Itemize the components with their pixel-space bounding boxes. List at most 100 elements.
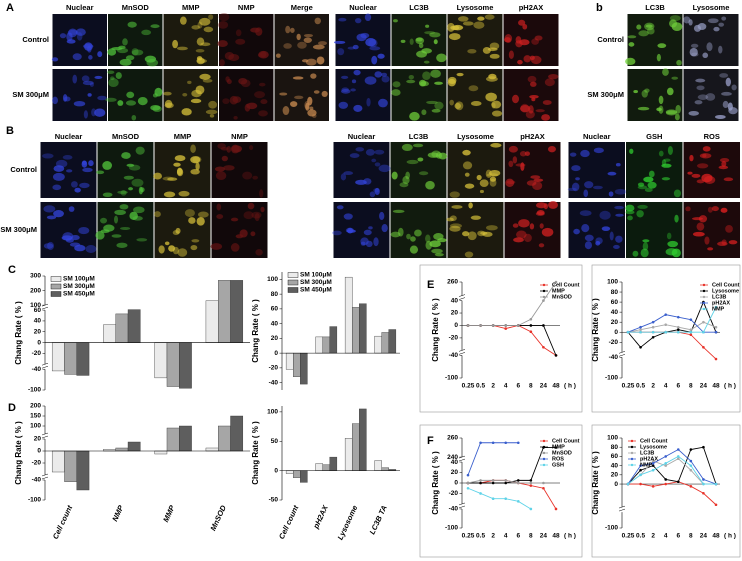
cell	[401, 143, 413, 152]
micrograph-tint	[626, 142, 683, 198]
cell	[397, 227, 404, 237]
x-tick-label: pH2AX	[311, 503, 330, 531]
y-tick-label: 100	[30, 302, 41, 309]
series-marker	[491, 481, 495, 485]
bar	[76, 450, 90, 491]
legend-label: Cell Count	[552, 438, 580, 444]
cell	[46, 215, 57, 220]
cell	[84, 42, 93, 51]
cell	[351, 79, 357, 84]
cell	[508, 160, 514, 168]
series-marker	[504, 324, 508, 327]
cell	[117, 190, 128, 195]
cell	[310, 73, 317, 79]
cell	[515, 36, 522, 44]
cell	[340, 173, 347, 181]
bar	[115, 313, 129, 343]
series-marker	[689, 328, 693, 332]
bar	[64, 342, 77, 375]
series-line	[468, 281, 557, 326]
cell	[581, 224, 590, 233]
cell	[85, 245, 97, 253]
x-tick-label: 0.5	[476, 383, 485, 390]
series-line	[628, 306, 717, 333]
series-marker	[639, 464, 642, 467]
cell	[72, 74, 78, 84]
cell	[713, 26, 720, 32]
series-marker	[676, 455, 680, 458]
series-marker	[554, 507, 558, 511]
x-tick-label: MMP	[161, 503, 177, 524]
cell	[364, 13, 372, 22]
y-tick-label: -20	[32, 460, 42, 467]
cell	[251, 211, 262, 219]
cell	[508, 145, 518, 153]
cell	[305, 102, 310, 111]
x-tick-label: 2	[491, 383, 495, 390]
panel-label: B	[6, 125, 14, 137]
series-line	[627, 455, 716, 485]
cell	[595, 237, 603, 245]
cell	[615, 162, 621, 167]
x-tick-label: Cell count	[277, 503, 301, 540]
panel-label: A	[6, 2, 14, 14]
series-marker	[516, 324, 520, 327]
cell	[341, 87, 350, 93]
cell	[51, 57, 59, 62]
cell	[66, 39, 76, 44]
series-marker	[516, 479, 520, 482]
legend-swatch	[287, 287, 299, 293]
cell	[426, 100, 438, 105]
bar	[103, 324, 116, 343]
cell	[209, 114, 215, 118]
legend-marker	[542, 289, 546, 293]
cell	[255, 248, 263, 256]
cell	[72, 53, 82, 61]
cell	[381, 72, 388, 77]
cell	[644, 88, 650, 93]
cell	[52, 172, 65, 181]
cell	[479, 189, 484, 194]
cell	[68, 28, 78, 38]
cell	[662, 68, 669, 76]
cell	[107, 70, 115, 75]
cell	[464, 251, 474, 258]
cell	[703, 175, 716, 184]
micrograph-tint	[390, 142, 447, 198]
cell	[78, 227, 90, 235]
column-header: ROS	[704, 132, 720, 141]
cell	[627, 35, 637, 39]
cell	[731, 84, 737, 91]
x-tick-label: 4	[664, 383, 668, 390]
cell	[625, 210, 635, 215]
cell	[489, 42, 500, 50]
cell	[338, 101, 349, 109]
x-tick-label: 2	[651, 533, 655, 540]
legend-label: SM 300μM	[63, 283, 95, 290]
y-tick-label: 260	[447, 279, 458, 286]
x-tick-label: 24	[540, 533, 548, 540]
x-tick-label: 6	[516, 533, 520, 540]
cell	[661, 163, 672, 168]
cell	[462, 161, 473, 170]
column-header: Nuclear	[55, 132, 83, 141]
cell	[126, 163, 135, 167]
legend-marker	[542, 445, 546, 449]
series-marker	[702, 478, 705, 481]
cell	[247, 202, 255, 210]
series-marker	[676, 480, 680, 484]
cell	[648, 170, 655, 178]
cell	[76, 32, 83, 41]
cell	[531, 38, 539, 45]
cell	[307, 109, 317, 117]
cell	[190, 168, 200, 175]
y-tick-label: 60	[271, 306, 279, 313]
series-marker	[479, 481, 482, 485]
cell	[673, 189, 682, 198]
y-tick-label: 20	[611, 319, 619, 326]
y-tick-label: 20	[451, 469, 459, 476]
x-tick-label: 4	[504, 383, 508, 390]
series-marker	[529, 481, 533, 485]
x-tick-label: 8	[529, 383, 533, 390]
y-tick-label: 0	[37, 339, 41, 346]
